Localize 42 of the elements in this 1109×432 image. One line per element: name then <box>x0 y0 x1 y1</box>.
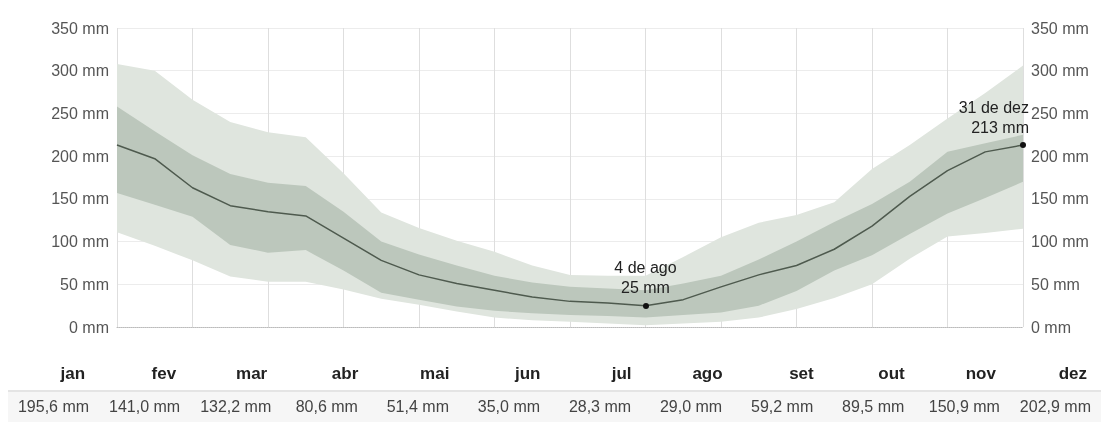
annotation: 4 de ago 25 mm <box>614 259 677 297</box>
category-label: jul <box>610 363 633 385</box>
text: 202,9 mm <box>1019 398 1091 415</box>
text: 132,2 mm <box>200 398 272 415</box>
y-tick-label: 350 mm <box>51 19 109 37</box>
category-label: ago <box>691 363 724 385</box>
text: 59,2 mm <box>751 398 814 415</box>
y2-tick-label: 200 mm <box>1031 147 1089 165</box>
y-tick-label: 0 mm <box>69 318 109 336</box>
y2-tick-label: 150 mm <box>1031 190 1089 208</box>
y-tick-label: 250 mm <box>51 104 109 122</box>
text: 35,0 mm <box>477 398 541 415</box>
text: 51,4 mm <box>386 398 449 415</box>
category-label: jan <box>59 363 87 385</box>
y-tick-label: 200 mm <box>51 147 109 165</box>
category-label: mai <box>419 363 451 385</box>
category-label: jun <box>513 363 542 385</box>
category-label: abr <box>330 363 360 385</box>
y2-tick-label: 350 mm <box>1031 19 1089 37</box>
text: 89,5 mm <box>842 398 905 415</box>
category-label: out <box>877 363 906 385</box>
y2-tick-label: 0 mm <box>1031 318 1071 336</box>
y-tick-label: 150 mm <box>51 190 109 208</box>
y-tick-label: 50 mm <box>60 275 109 293</box>
text: 195,6 mm <box>17 398 90 415</box>
y2-tick-label: 250 mm <box>1031 104 1089 122</box>
annotation: 31 de dez 213 mm <box>958 98 1029 136</box>
category-label: nov <box>964 363 997 385</box>
text: 150,9 mm <box>928 398 1000 415</box>
y-tick-label: 100 mm <box>51 233 109 251</box>
category-label: mar <box>235 363 269 385</box>
text: 29,0 mm <box>659 398 723 415</box>
text: 28,3 mm <box>568 398 632 415</box>
category-label: dez <box>1057 363 1088 385</box>
category-label: set <box>788 363 815 385</box>
y2-tick-label: 50 mm <box>1031 275 1080 293</box>
text: 80,6 mm <box>295 398 358 415</box>
category-label: fev <box>150 363 178 385</box>
y2-tick-label: 300 mm <box>1031 62 1089 80</box>
text: 141,0 mm <box>109 398 181 415</box>
y-tick-label: 300 mm <box>51 62 109 80</box>
y2-tick-label: 100 mm <box>1031 233 1089 251</box>
